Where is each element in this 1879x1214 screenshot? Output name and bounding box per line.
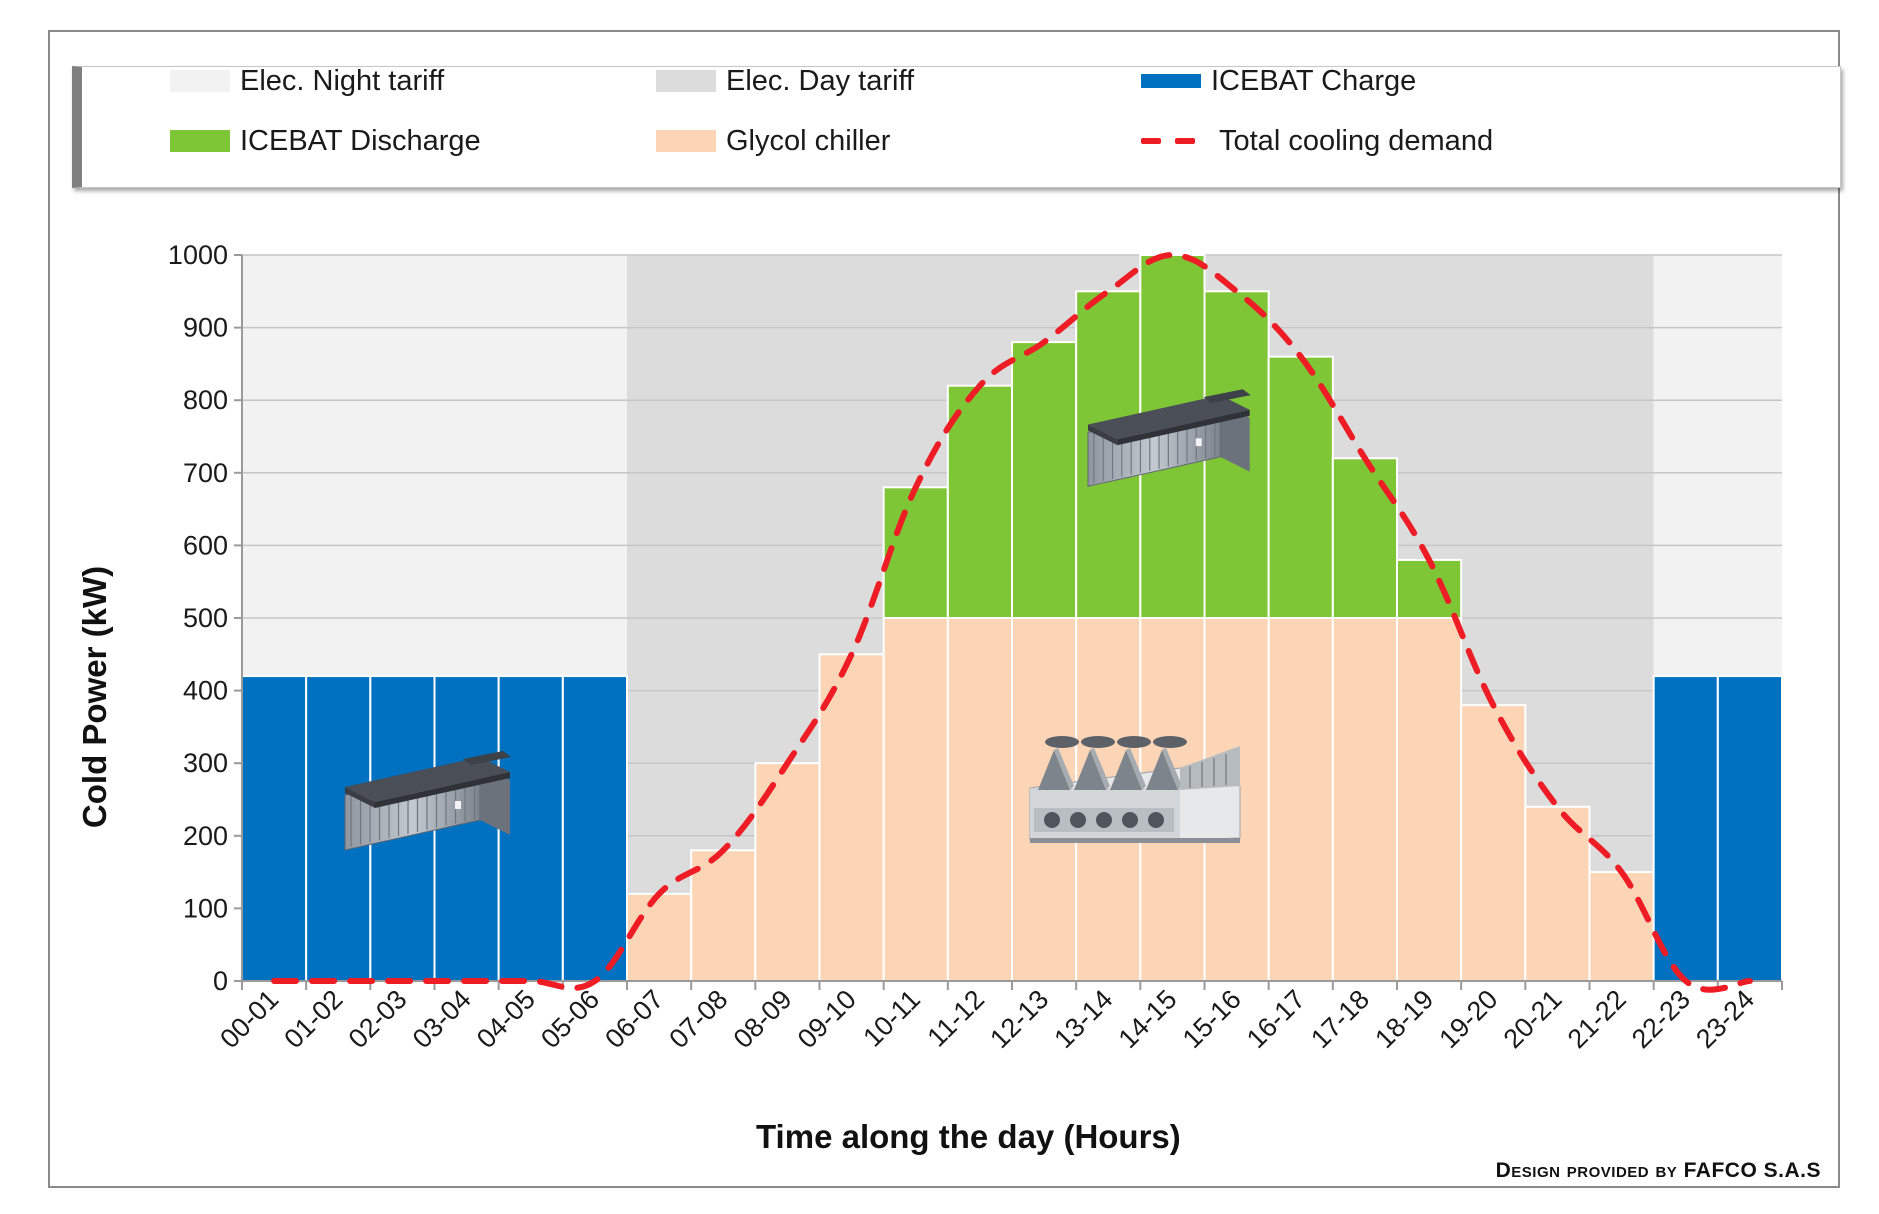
x-tick-label: 17-18 [1305, 984, 1375, 1054]
y-tick-label: 400 [183, 676, 228, 706]
glycol-chiller-bar [1588, 871, 1655, 982]
x-tick-label: 14-15 [1113, 984, 1183, 1054]
glycol-chiller-swatch [656, 130, 716, 152]
x-tick-label: 03-04 [407, 984, 477, 1054]
legend-icebat-charge-label: ICEBAT Charge [1211, 64, 1417, 97]
x-tick-label: 23-24 [1690, 984, 1760, 1054]
glycol-chiller-bar [882, 617, 949, 982]
legend-day-tariff-label: Elec. Day tariff [726, 64, 915, 97]
night-tariff-swatch [170, 70, 230, 92]
icebat-discharge-swatch [170, 130, 230, 152]
y-tick-label: 600 [183, 530, 228, 560]
y-tick-label: 500 [183, 603, 228, 633]
legend-night-tariff: Elec. Night tariff [170, 61, 444, 101]
x-tick-label: 20-21 [1498, 984, 1568, 1054]
x-tick-label: 12-13 [984, 984, 1054, 1054]
y-tick-label: 1000 [168, 240, 228, 270]
x-tick-label: 11-12 [922, 984, 991, 1053]
x-tick-label: 21-22 [1562, 984, 1632, 1054]
icebat-discharge-bar [1011, 341, 1078, 619]
glycol-chiller-bar [1267, 617, 1334, 982]
x-axis-title: Time along the day (Hours) [756, 1118, 1181, 1155]
legend-glycol-chiller: Glycol chiller [656, 121, 890, 161]
x-tick-label: 02-03 [343, 984, 413, 1054]
legend-icebat-discharge: ICEBAT Discharge [170, 121, 481, 161]
x-tick-label: 18-19 [1369, 984, 1439, 1054]
icebat-charge-bar [1652, 675, 1719, 983]
legend: Elec. Night tariff Elec. Day tariff ICEB… [72, 65, 1841, 188]
total-demand-swatch [1141, 130, 1209, 152]
icebat-charge-bar [1716, 675, 1784, 983]
icebat-discharge-bar [1331, 457, 1399, 619]
y-tick-label: 300 [183, 748, 228, 778]
ice-battery-icon [1087, 389, 1251, 487]
y-tick-label: 800 [183, 385, 228, 415]
x-tick-label: 09-10 [792, 984, 862, 1054]
icebat-discharge-bar [1267, 355, 1334, 619]
glycol-chiller-bar [946, 617, 1013, 982]
legend-total-demand: Total cooling demand [1141, 121, 1493, 161]
x-tick-label: 19-20 [1433, 984, 1503, 1054]
icebat-charge-swatch [1141, 74, 1201, 88]
x-tick-label: 06-07 [599, 984, 669, 1054]
total-demand-line [271, 251, 1753, 993]
x-tick-label: 01-02 [278, 984, 348, 1054]
x-tick-label: 15-16 [1177, 984, 1247, 1054]
x-tick-label: 13-14 [1048, 984, 1118, 1054]
x-tick-label: 04-05 [471, 984, 541, 1054]
y-tick-label: 900 [183, 313, 228, 343]
x-tick-label: 22-23 [1626, 984, 1696, 1054]
glycol-chiller-bar [626, 892, 693, 983]
x-tick-label: 05-06 [535, 984, 605, 1054]
x-tick-label: 08-09 [728, 984, 798, 1054]
glycol-chiller-icon [1029, 736, 1241, 843]
glycol-chiller-bar [690, 849, 757, 982]
legend-total-demand-label: Total cooling demand [1219, 124, 1494, 157]
legend-night-tariff-label: Elec. Night tariff [240, 64, 445, 97]
y-tick-label: 100 [183, 893, 228, 923]
legend-icebat-charge: ICEBAT Charge [1141, 61, 1416, 101]
icebat-charge-bar [433, 675, 500, 983]
x-tick-label: 07-08 [663, 984, 733, 1054]
glycol-chiller-bar [1331, 617, 1399, 982]
x-tick-label: 16-17 [1241, 984, 1311, 1054]
icebat-discharge-bar [1396, 558, 1463, 619]
icebat-charge-bar [241, 675, 308, 983]
y-tick-label: 200 [183, 821, 228, 851]
icebat-charge-bar [561, 675, 628, 983]
icebat-discharge-bar [882, 486, 949, 619]
legend-icebat-discharge-label: ICEBAT Discharge [240, 124, 481, 157]
glycol-chiller-bar [1396, 617, 1463, 982]
glycol-chiller-bar [1460, 704, 1527, 982]
y-axis-title: Cold Power (kW) [76, 565, 113, 829]
y-tick-label: 700 [183, 458, 228, 488]
credit-text: Design provided by FAFCO S.A.S [1495, 1159, 1821, 1182]
x-tick-label: 10-11 [857, 984, 926, 1053]
legend-day-tariff: Elec. Day tariff [656, 61, 914, 101]
day-tariff-swatch [656, 70, 716, 92]
y-tick-label: 0 [213, 966, 228, 996]
legend-glycol-chiller-label: Glycol chiller [726, 124, 891, 157]
icebat-discharge-bar [946, 384, 1013, 619]
ice-battery-icon [344, 751, 511, 851]
